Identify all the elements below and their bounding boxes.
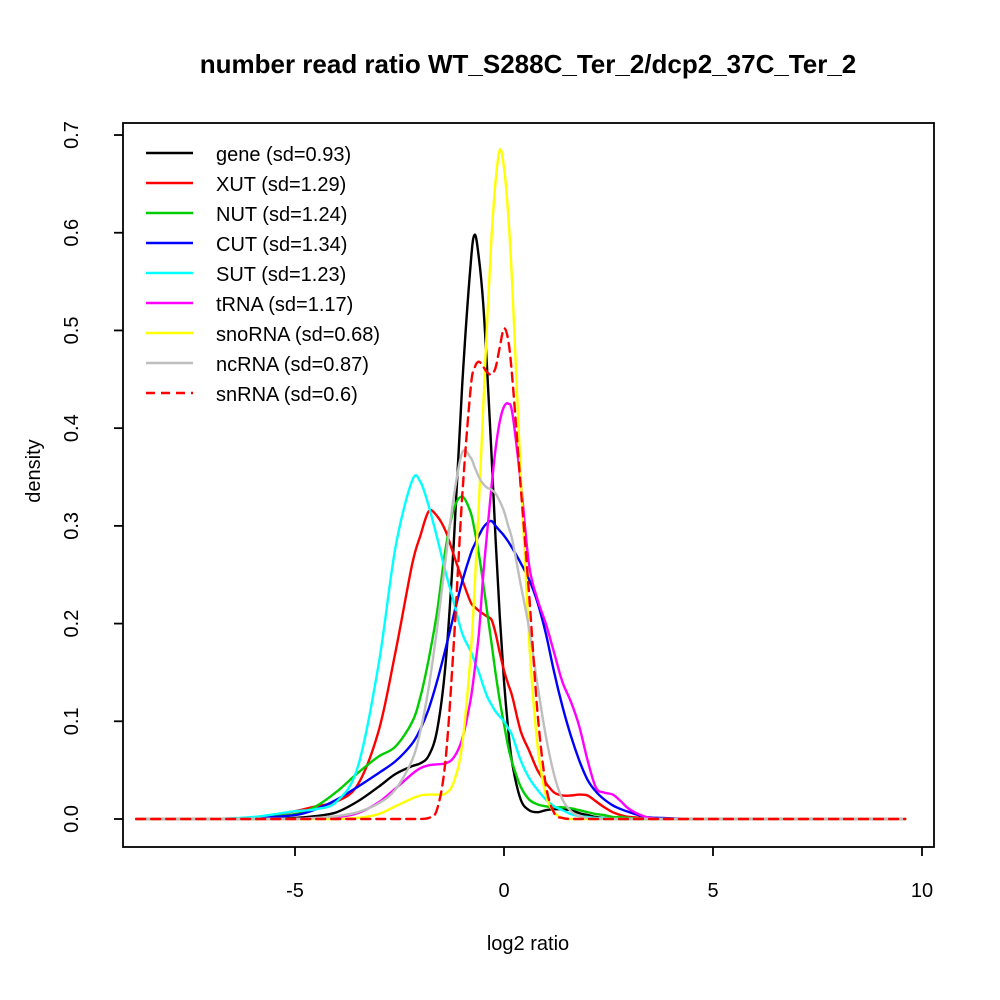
x-axis-label: log2 ratio xyxy=(487,933,569,955)
y-tick-label: 0.5 xyxy=(61,317,83,345)
legend-label: snoRNA (sd=0.68) xyxy=(216,324,380,346)
density-curves xyxy=(135,148,907,821)
y-tick-label: 0.2 xyxy=(61,610,83,638)
curve-NUT xyxy=(135,495,907,821)
legend-label: snRNA (sd=0.6) xyxy=(216,384,358,406)
y-axis: 0.0 0.1 0.2 0.3 0.4 0.5 0.6 0.7 xyxy=(61,121,123,833)
curve-XUT xyxy=(135,508,907,821)
x-tick-label: 0 xyxy=(498,880,509,902)
curve-snRNA xyxy=(135,327,907,821)
plot-area-border xyxy=(122,122,935,848)
x-tick-label: -5 xyxy=(286,880,304,902)
y-tick-label: 0.1 xyxy=(61,707,83,735)
legend-label: NUT (sd=1.24) xyxy=(216,204,347,226)
curve-ncRNA xyxy=(135,449,907,821)
legend-label: XUT (sd=1.29) xyxy=(216,174,346,196)
y-tick-label: 0.4 xyxy=(61,414,83,442)
curve-SUT xyxy=(135,474,907,821)
y-axis-label: density xyxy=(23,439,45,502)
x-tick-label: 10 xyxy=(911,880,933,902)
legend-label: CUT (sd=1.34) xyxy=(216,234,347,256)
legend: gene (sd=0.93) XUT (sd=1.29) NUT (sd=1.24)… xyxy=(146,144,380,406)
x-axis: -5 0 5 10 xyxy=(286,847,933,902)
y-tick-label: 0.6 xyxy=(61,219,83,247)
legend-label: ncRNA (sd=0.87) xyxy=(216,354,369,376)
x-tick-label: 5 xyxy=(707,880,718,902)
curve-CUT xyxy=(135,519,907,821)
y-tick-label: 0.3 xyxy=(61,512,83,540)
y-tick-label: 0.0 xyxy=(61,805,83,833)
legend-label: tRNA (sd=1.17) xyxy=(216,294,353,316)
chart-title: number read ratio WT_S288C_Ter_2/dcp2_37… xyxy=(200,49,857,79)
y-tick-label: 0.7 xyxy=(61,121,83,149)
legend-label: SUT (sd=1.23) xyxy=(216,264,346,286)
legend-label: gene (sd=0.93) xyxy=(216,144,351,166)
